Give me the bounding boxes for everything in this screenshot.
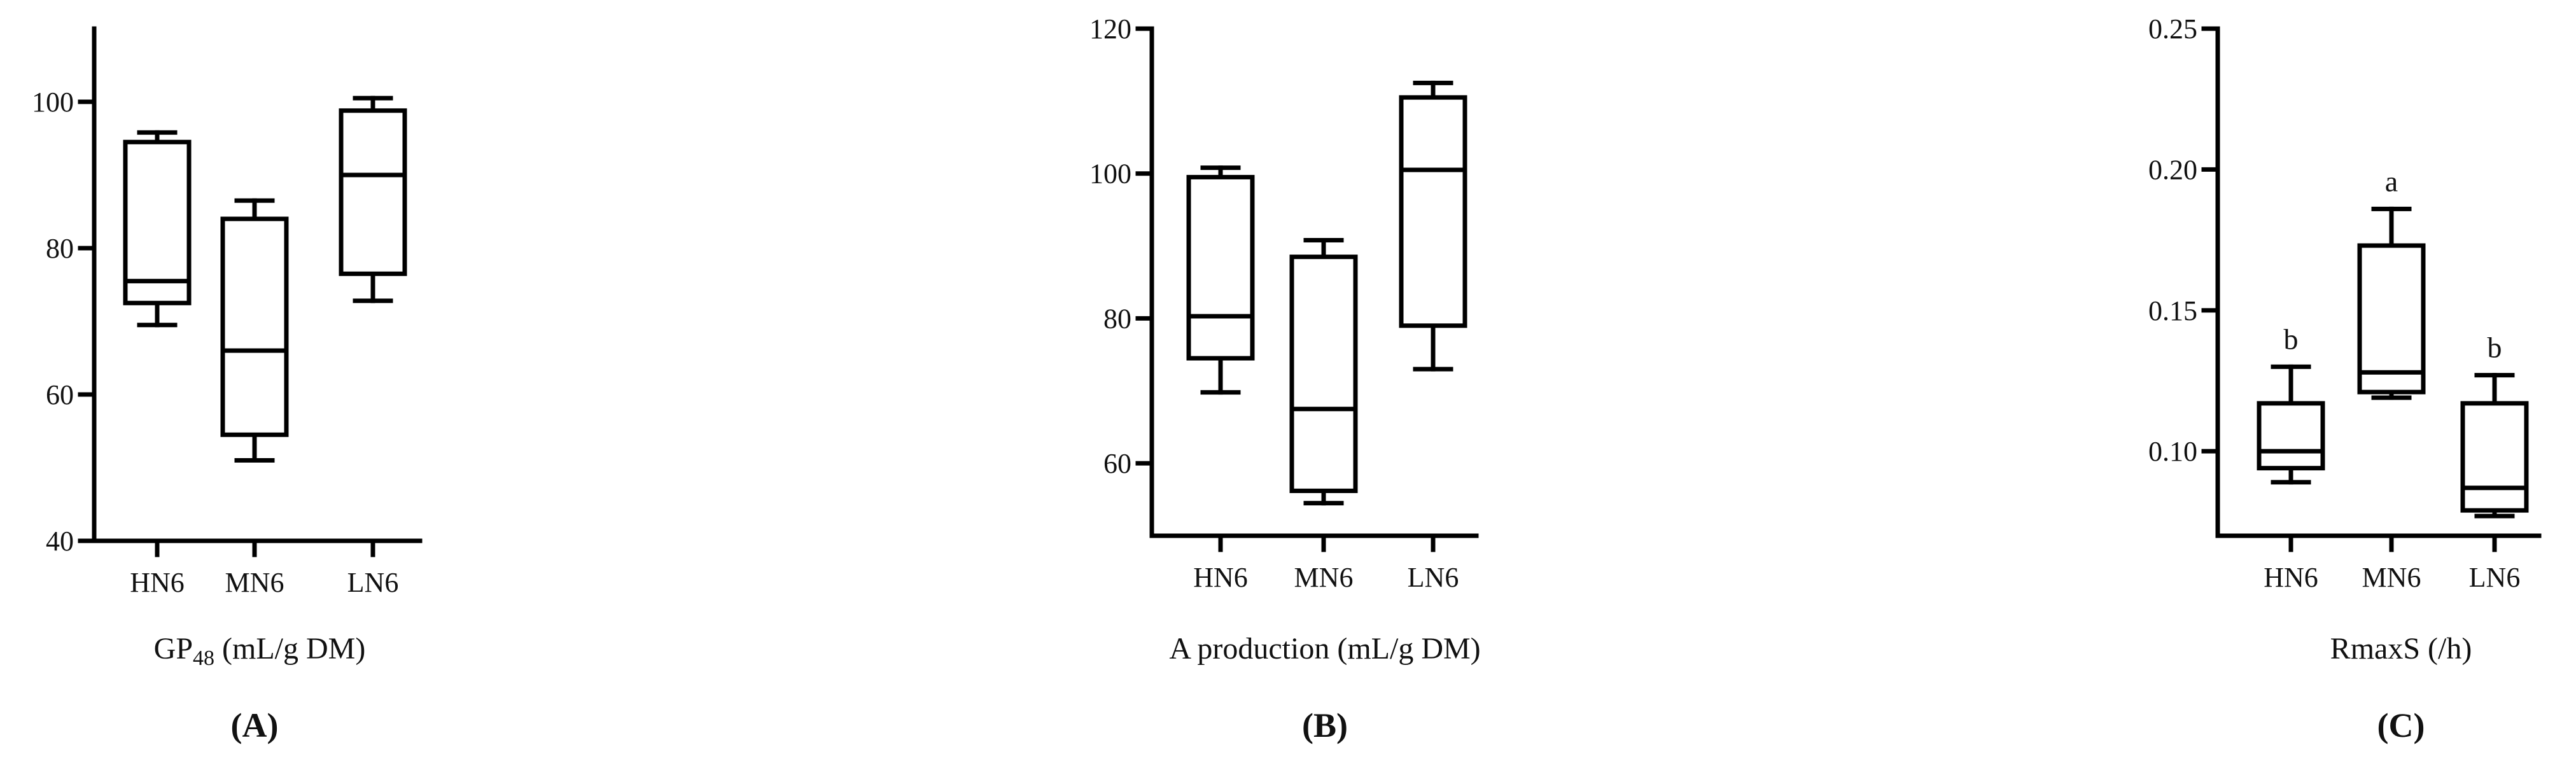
x-tick-label: MN6 xyxy=(1294,562,1354,593)
panel-label: (C) xyxy=(2377,706,2425,744)
y-tick-label: 100 xyxy=(1089,158,1131,190)
y-tick-label: 0.25 xyxy=(2148,13,2197,45)
y-tick-label: 120 xyxy=(1089,13,1131,45)
panel-label: (B) xyxy=(1302,706,1348,744)
panel-label: (A) xyxy=(231,706,279,744)
significance-letter: a xyxy=(2385,165,2398,197)
box-iqr xyxy=(1186,174,1255,361)
x-tick-label: HN6 xyxy=(2264,562,2318,593)
y-tick-label: 0.10 xyxy=(2148,436,2197,467)
x-axis-title: RmaxS (/h) xyxy=(2330,632,2472,666)
x-axis-title: GP48 (mL/g DM) xyxy=(154,632,366,670)
x-tick-label: LN6 xyxy=(347,567,399,598)
box-plot-ln6 xyxy=(1399,80,1467,372)
chart-panel-a: 40 60 80 100 HN6 MN6 LN6 GP48 (mL/g DM) (A) xyxy=(32,26,423,744)
chart-panel-c: 0.10 0.15 0.20 0.25 HN6 MN6 LN6 b a b RmaxS (/h) (C… xyxy=(2148,13,2542,744)
box-plot-ln6 xyxy=(339,95,407,304)
box-plot-mn6: a xyxy=(2357,165,2426,400)
box-iqr xyxy=(2357,243,2426,394)
box-iqr xyxy=(123,139,192,305)
x-tick-label: HN6 xyxy=(130,567,185,598)
y-tick-label: 80 xyxy=(1103,303,1131,334)
x-tick-label: LN6 xyxy=(2469,562,2521,593)
x-axis-title: A production (mL/g DM) xyxy=(1169,632,1480,666)
box-plot-ln6: b xyxy=(2460,332,2529,519)
y-tick-label: 60 xyxy=(46,379,74,410)
box-iqr xyxy=(1289,255,1358,493)
box-iqr xyxy=(2257,401,2325,471)
chart-panel-b: 60 80 100 120 HN6 MN6 LN6 A production (mL/g DM… xyxy=(1089,13,1481,744)
significance-letter: b xyxy=(2284,323,2299,355)
x-tick-label: LN6 xyxy=(1408,562,1459,593)
y-tick-label: 80 xyxy=(46,233,74,264)
box-iqr xyxy=(1399,95,1467,328)
significance-letter: b xyxy=(2488,332,2502,364)
y-tick-label: 0.15 xyxy=(2148,295,2197,326)
y-tick-label: 0.20 xyxy=(2148,154,2197,185)
box-plot-hn6: b xyxy=(2257,323,2325,485)
x-tick-label: HN6 xyxy=(1193,562,1248,593)
box-iqr xyxy=(339,108,407,276)
box-plot-mn6 xyxy=(1289,237,1358,506)
box-plot-hn6 xyxy=(123,130,192,328)
box-plot-mn6 xyxy=(220,198,289,463)
y-tick-label: 40 xyxy=(46,526,74,557)
y-tick-label: 60 xyxy=(1103,448,1131,479)
box-plot-hn6 xyxy=(1186,165,1255,395)
y-tick-label: 100 xyxy=(32,87,74,118)
x-tick-label: MN6 xyxy=(225,567,284,598)
box-iqr xyxy=(220,216,289,437)
x-tick-label: MN6 xyxy=(2362,562,2421,593)
box-iqr xyxy=(2460,401,2529,513)
